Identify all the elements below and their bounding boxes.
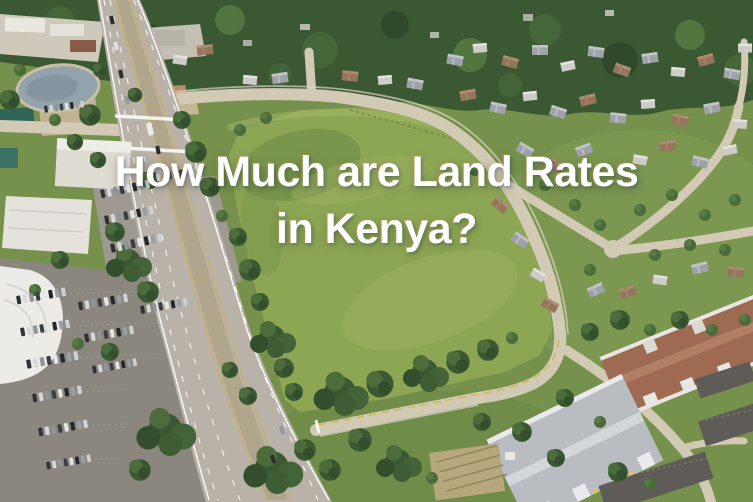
- title-line-2: in Kenya?: [276, 205, 478, 253]
- condo-buildings: [486, 282, 753, 502]
- road-traffic: [109, 15, 286, 464]
- image-title-overlay: How Much are Land Rates in Kenya?: [0, 144, 753, 258]
- title-line-1: How Much are Land Rates: [114, 148, 639, 196]
- garden-plots: [429, 443, 515, 501]
- vacant-land-parcel: [226, 106, 552, 412]
- pond: [15, 63, 101, 113]
- side-streets: [0, 38, 753, 502]
